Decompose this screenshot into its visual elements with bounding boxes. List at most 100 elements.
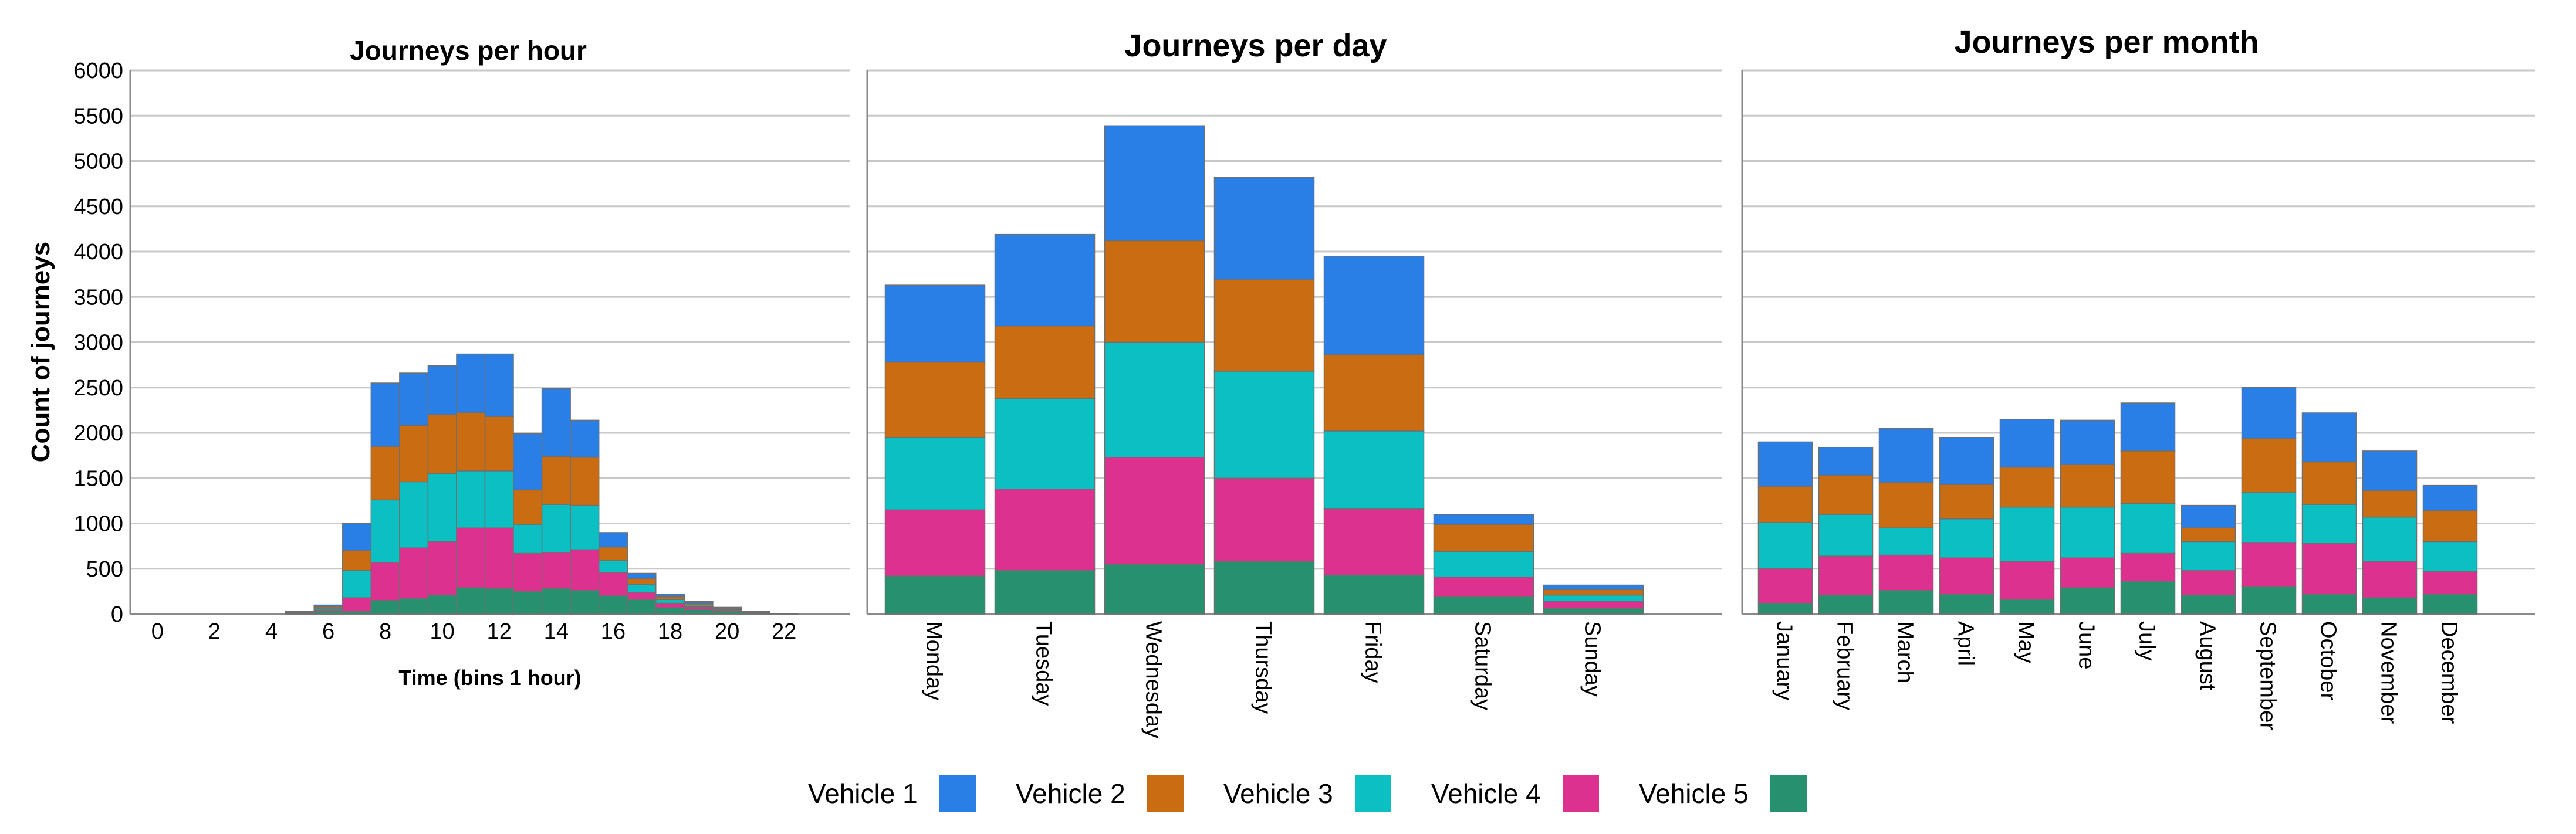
y-tick-label: 3000: [73, 331, 123, 355]
chart-legend: Vehicle 1 Vehicle 2 Vehicle 3 Vehicle 4 Vehi…: [808, 775, 1807, 812]
y-tick-label: 5500: [73, 104, 123, 128]
hourly-bar-15-vehicle-5: [570, 590, 600, 615]
y-tick-label: 500: [86, 557, 123, 582]
hourly-bar-14-vehicle-4: [541, 552, 571, 589]
hourly-x-tick-label: 8: [379, 619, 391, 644]
daily-bar-thursday-vehicle-3: [1213, 371, 1315, 479]
daily-bar-friday-vehicle-3: [1323, 430, 1425, 510]
monthly-bar-july-vehicle-1: [2120, 402, 2176, 452]
hourly-bar-11-vehicle-2: [456, 412, 486, 472]
hourly-x-tick-label: 4: [265, 619, 278, 644]
hourly-bar-14-vehicle-2: [541, 456, 571, 505]
daily-bar-tuesday-vehicle-4: [994, 489, 1096, 571]
daily-x-tick-label-monday: Monday: [922, 621, 946, 700]
monthly-bar-june-vehicle-1: [2060, 419, 2115, 465]
hourly-bar-18-vehicle-3: [655, 599, 685, 604]
monthly-bar-september-vehicle-3: [2241, 492, 2297, 543]
daily-bar-thursday-vehicle-1: [1213, 177, 1315, 280]
monthly-bar-april-vehicle-4: [1939, 557, 1994, 595]
monthly-bar-november-vehicle-4: [2362, 561, 2418, 598]
monthly-x-tick-label-december: December: [2437, 621, 2462, 724]
monthly-bar-september-vehicle-2: [2241, 438, 2297, 493]
monthly-bar-march-vehicle-4: [1878, 554, 1934, 591]
hourly-bar-14-vehicle-3: [541, 504, 571, 553]
monthly-bar-april-vehicle-1: [1939, 436, 1994, 485]
monthly-bar-september-vehicle-5: [2241, 586, 2297, 615]
monthly-bar-january-vehicle-2: [1757, 486, 1813, 523]
legend-label: Vehicle 1: [808, 778, 918, 809]
monthly-bar-october-vehicle-2: [2301, 461, 2357, 505]
legend-item-vehicle-3: Vehicle 3: [1223, 775, 1391, 812]
hourly-bar-7-vehicle-3: [342, 570, 372, 598]
legend-swatch: [1355, 775, 1391, 812]
hourly-bar-12-vehicle-2: [484, 416, 514, 472]
daily-bar-saturday-vehicle-2: [1433, 524, 1534, 552]
monthly-x-tick-label-march: March: [1893, 621, 1918, 683]
daily-bar-monday-vehicle-1: [884, 284, 986, 363]
hourly-bar-15-vehicle-2: [570, 456, 600, 506]
hourly-bar-11-vehicle-5: [456, 587, 486, 615]
daily-bar-tuesday-vehicle-3: [994, 398, 1096, 490]
hourly-bar-17-vehicle-5: [627, 599, 657, 615]
hourly-bar-8-vehicle-5: [370, 600, 400, 615]
monthly-x-tick-label-may: May: [2014, 621, 2039, 663]
hourly-bar-16-vehicle-1: [598, 532, 628, 548]
legend-swatch: [1563, 775, 1599, 812]
hourly-x-tick-label: 6: [322, 619, 334, 644]
daily-bar-saturday-vehicle-3: [1433, 551, 1534, 578]
hourly-bar-16-vehicle-2: [598, 546, 628, 561]
monthly-bar-december-vehicle-2: [2422, 510, 2478, 543]
monthly-bar-june-vehicle-4: [2060, 557, 2115, 588]
monthly-bar-august-vehicle-4: [2181, 570, 2236, 596]
monthly-x-tick-labels: January February March April May June July Augu…: [1772, 621, 2462, 730]
daily-bar-saturday-vehicle-5: [1433, 596, 1534, 615]
hourly-bar-15-vehicle-1: [570, 419, 600, 458]
hourly-x-tick-label: 2: [208, 619, 221, 644]
monthly-bar-october-vehicle-5: [2301, 594, 2357, 615]
y-tick-label: 4000: [73, 240, 123, 265]
daily-x-tick-labels: Monday Tuesday Wednesday Thursday Friday Satu…: [922, 621, 1605, 738]
monthly-bar-october-vehicle-4: [2301, 543, 2357, 595]
monthly-x-tick-label-february: February: [1833, 621, 1857, 710]
daily-bar-friday-vehicle-5: [1323, 574, 1425, 615]
hourly-bar-15-vehicle-4: [570, 549, 600, 591]
monthly-bar-march-vehicle-1: [1878, 428, 1934, 483]
monthly-x-tick-label-july: July: [2135, 621, 2159, 661]
hourly-x-tick-label: 20: [715, 619, 739, 644]
y-tick-label: 6000: [73, 59, 123, 83]
hourly-bar-20-vehicle-1: [712, 606, 742, 609]
daily-x-tick-label-tuesday: Tuesday: [1032, 621, 1056, 706]
monthly-bar-may-vehicle-1: [1999, 419, 2055, 468]
hourly-bar-12-vehicle-4: [484, 527, 514, 589]
monthly-bar-october-vehicle-3: [2301, 504, 2357, 544]
daily-bar-monday-vehicle-4: [884, 509, 986, 577]
monthly-bar-august-vehicle-1: [2181, 504, 2236, 528]
hourly-bar-19-vehicle-5: [684, 609, 714, 615]
monthly-bar-march-vehicle-2: [1878, 482, 1934, 528]
hourly-bar-21-vehicle-1: [741, 611, 770, 612]
monthly-bar-april-vehicle-2: [1939, 484, 1994, 520]
hourly-bar-7-vehicle-2: [342, 550, 372, 571]
daily-bar-monday-vehicle-2: [884, 361, 986, 438]
monthly-bar-september-vehicle-1: [2241, 387, 2297, 439]
daily-bar-thursday-vehicle-5: [1213, 561, 1315, 615]
monthly-bar-april-vehicle-3: [1939, 518, 1994, 558]
legend-item-vehicle-1: Vehicle 1: [808, 775, 976, 812]
daily-bar-tuesday-vehicle-1: [994, 233, 1096, 327]
daily-x-tick-label-sunday: Sunday: [1580, 621, 1605, 697]
monthly-bar-may-vehicle-4: [1999, 561, 2055, 601]
monthly-x-tick-label-january: January: [1772, 621, 1797, 700]
hourly-bar-11-vehicle-1: [456, 353, 486, 413]
hourly-bar-22-vehicle-5: [769, 613, 799, 615]
hourly-x-axis-label: Time (bins 1 hour): [398, 666, 581, 690]
hourly-bar-10-vehicle-1: [427, 365, 457, 415]
daily-bar-saturday-vehicle-1: [1433, 514, 1534, 525]
hourly-bar-12-vehicle-5: [484, 588, 514, 615]
hourly-bar-14-vehicle-1: [541, 388, 571, 457]
monthly-bar-february-vehicle-2: [1818, 474, 1874, 515]
legend-item-vehicle-4: Vehicle 4: [1431, 775, 1599, 812]
hourly-bar-8-vehicle-4: [370, 562, 400, 601]
monthly-chart-panel: Journeys per month January February March A…: [1741, 25, 2535, 730]
monthly-bar-november-vehicle-5: [2362, 597, 2418, 615]
legend-label: Vehicle 4: [1431, 778, 1541, 809]
